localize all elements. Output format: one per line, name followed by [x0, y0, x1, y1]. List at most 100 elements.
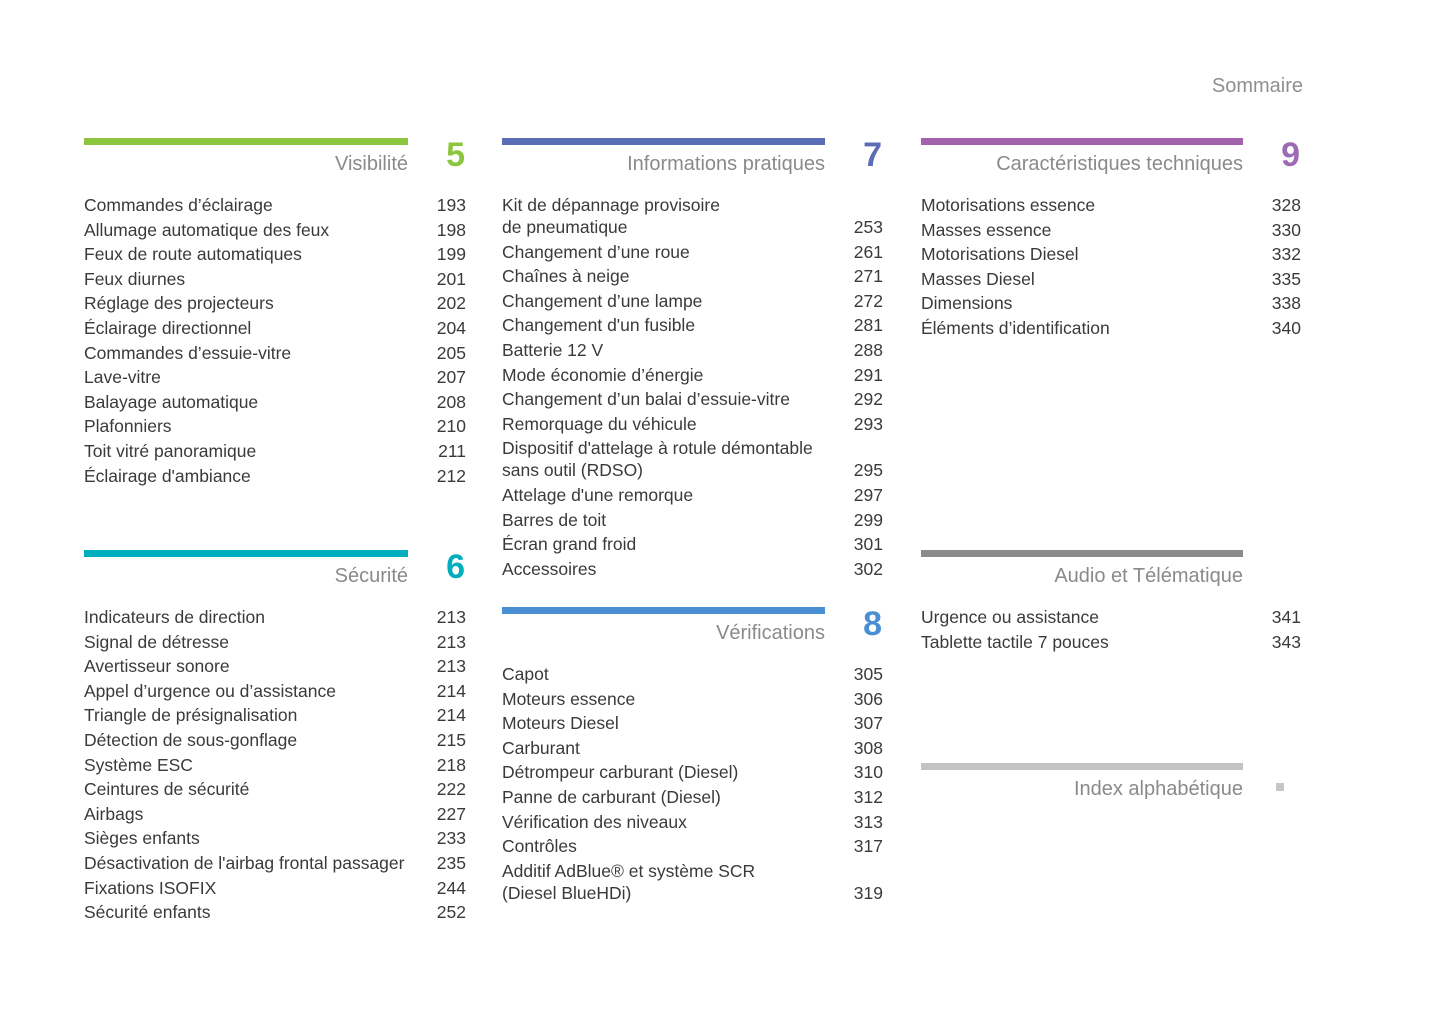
toc-entry: Avertisseur sonore 213	[84, 655, 466, 677]
toc-entry-page: 199	[436, 244, 466, 265]
toc-entry: Accessoires 302	[502, 558, 883, 580]
toc-entry-page: 253	[853, 217, 883, 237]
toc-entry: Capot 305	[502, 663, 883, 685]
toc-entry-page: 335	[1271, 268, 1301, 289]
toc-entry: Éclairage directionnel 204	[84, 317, 466, 339]
toc-entry: Motorisations essence 328	[921, 194, 1301, 216]
toc-entry-page: 261	[853, 241, 883, 262]
toc-entry: Changement d’une lampe 272	[502, 290, 883, 312]
toc-entry-page: 293	[853, 413, 883, 434]
toc-entry-page: 207	[436, 367, 466, 388]
toc-entry: Éclairage d'ambiance 212	[84, 465, 466, 487]
toc-entry-label: Sécurité enfants	[84, 902, 211, 923]
toc-entry-label: Moteurs essence	[502, 688, 636, 709]
section-number: 7	[863, 136, 882, 174]
toc-entry-page: 222	[436, 779, 466, 800]
toc-entry: Changement d’une roue 261	[502, 241, 883, 263]
toc-entry-label: Contrôles	[502, 836, 577, 857]
toc-entry-label: Fixations ISOFIX	[84, 877, 217, 898]
toc-entry: Changement d’un balai d’essuie-vitre 292	[502, 388, 883, 410]
section-title: Sécurité	[334, 565, 408, 587]
toc-entry-label: Système ESC	[84, 754, 193, 775]
section-accent-bar	[84, 138, 408, 145]
toc-entry-label: Éclairage d'ambiance	[84, 465, 251, 486]
section-caracteristiques-techniques: 9 Caractéristiques techniques Motorisati…	[921, 136, 1301, 342]
toc-entry-page: 305	[853, 664, 883, 684]
toc-entry: Toit vitré panoramique 211	[84, 440, 466, 462]
toc-entry: Dispositif d'attelage à rotule démontabl…	[502, 437, 883, 481]
toc-entry-page: 211	[438, 440, 466, 461]
toc-entry-page: 212	[436, 465, 466, 486]
section-number: 9	[1281, 136, 1300, 174]
section-title: Caractéristiques techniques	[996, 153, 1243, 175]
toc-entry-label: Dispositif d'attelage à rotule démontabl…	[502, 438, 813, 481]
section-items: Motorisations essence 328 Masses essence…	[921, 194, 1301, 339]
page-title: Sommaire	[1211, 75, 1303, 97]
toc-entry-label: Réglage des projecteurs	[84, 293, 274, 314]
toc-entry: Indicateurs de direction 213	[84, 606, 466, 628]
toc-entry-label: Chaînes à neige	[502, 266, 630, 287]
toc-entry-page: 330	[1271, 219, 1301, 240]
section-title: Audio et Télématique	[1054, 565, 1243, 587]
toc-entry: Moteurs essence 306	[502, 688, 883, 710]
toc-entry-label: Changement d’un balai d’essuie-vitre	[502, 389, 790, 410]
toc-entry-label: Attelage d'une remorque	[502, 484, 694, 505]
section-accent-bar	[84, 550, 408, 557]
section-accent-bar	[921, 763, 1243, 770]
section-accent-bar	[502, 138, 825, 145]
toc-entry-label: Changement d’une roue	[502, 241, 690, 262]
toc-entry-label: Feux diurnes	[84, 268, 186, 289]
toc-entry: Remorquage du véhicule 293	[502, 413, 883, 435]
toc-entry: Additif AdBlue® et système SCR (Diesel B…	[502, 860, 883, 904]
toc-entry-page: 302	[853, 558, 883, 579]
toc-entry: Balayage automatique 208	[84, 391, 466, 413]
column-3: 9 Caractéristiques techniques Motorisati…	[921, 0, 1301, 1019]
toc-entry-page: 328	[1271, 195, 1301, 215]
toc-entry-label: Détrompeur carburant (Diesel)	[502, 762, 739, 783]
toc-entry-page: 235	[436, 852, 466, 873]
toc-entry-label: Additif AdBlue® et système SCR (Diesel B…	[502, 860, 756, 903]
toc-entry-label: Vérification des niveaux	[502, 811, 687, 832]
section-items: Commandes d’éclairage 193 Allumage autom…	[84, 194, 466, 487]
section-audio-telematique: Audio et Télématique Urgence ou assistan…	[921, 550, 1301, 655]
toc-entry-page: 204	[436, 317, 466, 338]
toc-entry-label: Désactivation de l'airbag frontal passag…	[84, 852, 405, 873]
toc-entry: Tablette tactile 7 pouces 343	[921, 631, 1301, 653]
toc-entry-page: 210	[436, 416, 466, 437]
toc-entry-page: 208	[436, 391, 466, 412]
toc-entry-label: Commandes d’essuie-vitre	[84, 342, 292, 363]
toc-entry: Attelage d'une remorque 297	[502, 484, 883, 506]
toc-entry-label: Appel d’urgence ou d’assistance	[84, 680, 336, 701]
toc-entry-page: 233	[436, 828, 466, 849]
toc-entry-page: 271	[853, 266, 883, 287]
toc-entry-page: 205	[436, 342, 466, 363]
toc-entry-label: Lave-vitre	[84, 367, 161, 388]
toc-entry: Masses Diesel 335	[921, 268, 1301, 290]
section-number: 5	[446, 136, 465, 174]
toc-entry: Masses essence 330	[921, 219, 1301, 241]
toc-entry: Feux diurnes 201	[84, 268, 466, 290]
toc-entry-page: 307	[853, 713, 883, 734]
toc-entry-page: 198	[436, 219, 466, 240]
toc-entry-page: 227	[436, 803, 466, 824]
toc-entry: Airbags 227	[84, 803, 466, 825]
toc-entry-label: Carburant	[502, 737, 580, 758]
toc-entry-label: Commandes d’éclairage	[84, 195, 273, 215]
toc-entry-page: 201	[436, 268, 466, 289]
toc-entry: Batterie 12 V 288	[502, 339, 883, 361]
section-number: 6	[446, 548, 465, 586]
toc-entry-page: 295	[853, 460, 883, 481]
toc-entry-label: Motorisations Diesel	[921, 244, 1079, 265]
section-informations-pratiques: 7 Informations pratiques Kit de dépannag…	[502, 136, 883, 582]
toc-entry-page: 297	[853, 484, 883, 505]
section-number: 8	[863, 605, 882, 643]
section-title: Index alphabétique	[1073, 778, 1243, 800]
section-items: Kit de dépannage provisoire de pneumatiq…	[502, 194, 883, 580]
toc-entry-page: 312	[853, 786, 883, 807]
toc-entry: Moteurs Diesel 307	[502, 712, 883, 734]
index-placeholder-square	[1276, 783, 1284, 791]
toc-entry-label: Signal de détresse	[84, 631, 229, 652]
column-1: 5 Visibilité Commandes d’éclairage 193 A…	[84, 0, 466, 1019]
toc-entry-page: 213	[436, 631, 466, 652]
toc-entry-label: Moteurs Diesel	[502, 713, 619, 734]
